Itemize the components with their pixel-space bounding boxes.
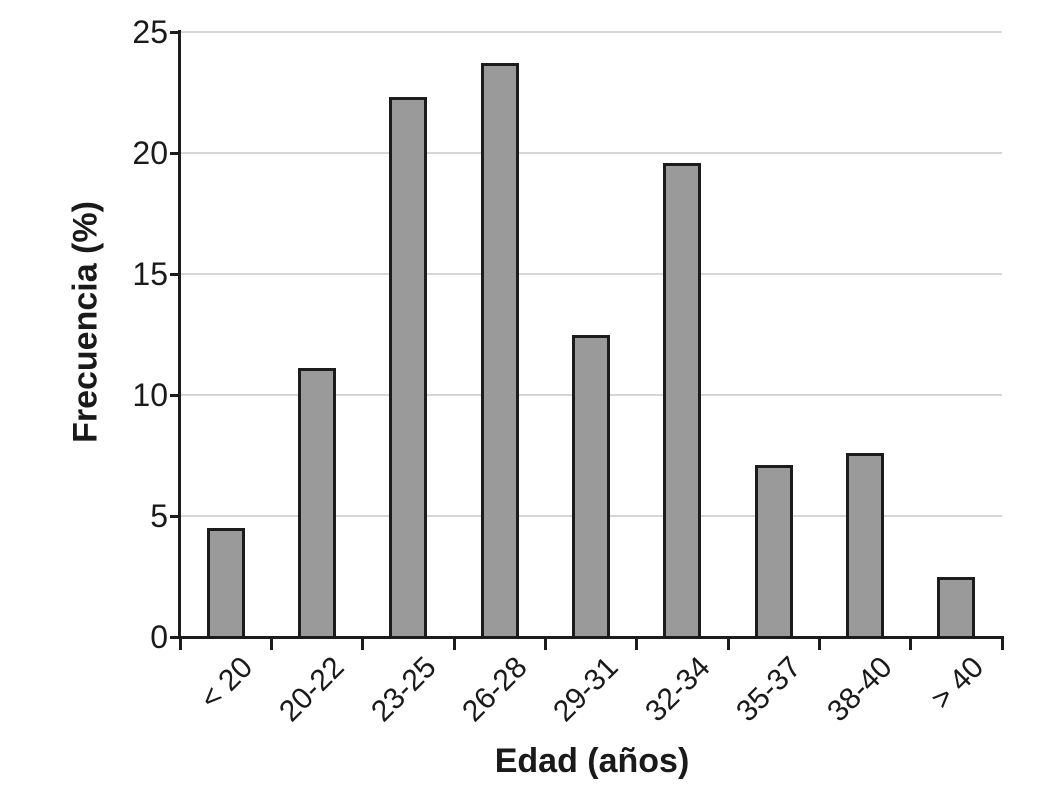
y-tick-15 [170, 272, 180, 276]
gridline-25 [180, 31, 1002, 33]
bar-38-40 [846, 453, 884, 637]
x-tick-label-32-34: 32-34 [638, 650, 717, 729]
x-tick-6 [726, 639, 730, 650]
bar-20-22 [298, 368, 336, 637]
plot-area [180, 31, 1002, 637]
x-tick-label-20-22: 20-22 [273, 650, 351, 729]
y-tick-20 [170, 151, 180, 155]
x-tick-1 [269, 639, 273, 650]
bar-32-34 [663, 162, 702, 637]
bar-35-37 [754, 465, 793, 637]
x-tick-label-23-25: 23-25 [364, 650, 443, 729]
x-tick-label-> 40: > 40 [925, 650, 991, 716]
y-tick-25 [170, 30, 180, 34]
x-tick-0 [178, 639, 182, 650]
bar-> 40 [937, 576, 976, 637]
x-tick-label-29-31: 29-31 [547, 650, 625, 729]
gridline-20 [180, 152, 1002, 154]
x-tick-9 [1000, 639, 1004, 650]
x-tick-2 [361, 639, 365, 650]
gridline-15 [180, 273, 1002, 275]
y-tick-label-15: 15 [132, 256, 168, 292]
x-tick-label-38-40: 38-40 [821, 650, 899, 729]
x-tick-8 [909, 639, 913, 650]
x-tick-7 [817, 639, 821, 650]
y-axis-title: Frecuencia (%) [66, 201, 105, 443]
bar-29-31 [572, 334, 610, 637]
bar-< 20 [206, 528, 245, 637]
x-tick-label-< 20: < 20 [194, 650, 260, 716]
y-tick-label-0: 0 [150, 619, 168, 655]
x-tick-label-26-28: 26-28 [455, 650, 534, 729]
y-tick-label-20: 20 [132, 135, 168, 171]
y-tick-0 [170, 635, 180, 639]
y-tick-5 [170, 514, 180, 518]
bar-26-28 [480, 63, 519, 637]
y-tick-10 [170, 393, 180, 397]
x-tick-3 [452, 639, 456, 650]
bar-23-25 [389, 97, 428, 637]
x-axis-line [178, 636, 1004, 639]
y-tick-label-10: 10 [132, 377, 168, 413]
x-axis-title: Edad (años) [494, 742, 690, 780]
x-tick-5 [635, 639, 639, 650]
y-tick-label-25: 25 [132, 14, 168, 50]
x-tick-label-35-37: 35-37 [729, 650, 808, 729]
y-axis-line [178, 30, 181, 639]
x-tick-4 [543, 639, 547, 650]
y-tick-label-5: 5 [150, 498, 168, 534]
